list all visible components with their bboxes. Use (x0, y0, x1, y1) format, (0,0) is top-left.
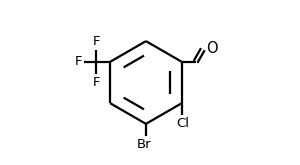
Text: F: F (93, 35, 100, 48)
Text: F: F (93, 76, 100, 89)
Text: Br: Br (137, 138, 152, 151)
Text: Cl: Cl (176, 117, 189, 130)
Text: F: F (75, 55, 82, 68)
Text: O: O (206, 41, 218, 56)
